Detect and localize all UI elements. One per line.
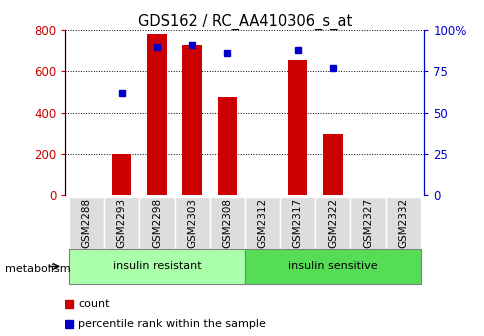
Bar xyxy=(217,97,237,195)
Text: insulin resistant: insulin resistant xyxy=(112,261,201,271)
Text: GSM2332: GSM2332 xyxy=(397,198,408,248)
Text: insulin sensitive: insulin sensitive xyxy=(287,261,377,271)
Bar xyxy=(174,197,209,249)
Text: metabolism: metabolism xyxy=(5,264,70,274)
Bar xyxy=(69,197,104,249)
Bar xyxy=(69,249,244,284)
Bar xyxy=(182,45,201,195)
Bar xyxy=(322,134,342,195)
Text: count: count xyxy=(78,299,109,309)
Text: GSM2298: GSM2298 xyxy=(151,198,162,248)
Text: GSM2312: GSM2312 xyxy=(257,198,267,248)
Text: percentile rank within the sample: percentile rank within the sample xyxy=(78,319,265,329)
Bar xyxy=(244,197,280,249)
Bar xyxy=(147,34,166,195)
Bar xyxy=(139,197,174,249)
Text: GSM2327: GSM2327 xyxy=(363,198,372,248)
Bar xyxy=(209,197,244,249)
Bar xyxy=(315,197,350,249)
Title: GDS162 / RC_AA410306_s_at: GDS162 / RC_AA410306_s_at xyxy=(137,14,351,30)
Text: GSM2322: GSM2322 xyxy=(327,198,337,248)
Text: GSM2288: GSM2288 xyxy=(81,198,91,248)
Text: GSM2303: GSM2303 xyxy=(187,198,197,248)
Bar xyxy=(280,197,315,249)
Bar xyxy=(350,197,385,249)
Bar xyxy=(287,60,307,195)
Bar xyxy=(112,154,131,195)
Bar xyxy=(385,197,420,249)
Text: GSM2308: GSM2308 xyxy=(222,198,232,248)
Text: GSM2293: GSM2293 xyxy=(117,198,126,248)
Bar xyxy=(244,249,420,284)
Bar xyxy=(104,197,139,249)
Text: GSM2317: GSM2317 xyxy=(292,198,302,248)
